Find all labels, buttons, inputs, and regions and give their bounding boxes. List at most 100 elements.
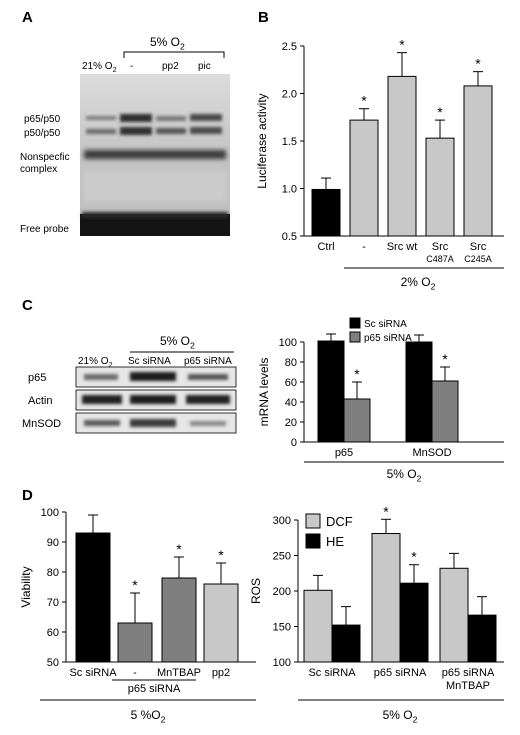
- chart-b-significance-4: *: [475, 56, 481, 72]
- chart-d-right-y-tick-label: 200: [273, 586, 291, 598]
- gel-image: [80, 74, 230, 236]
- chart-d-right-y-tick-label: 250: [273, 551, 291, 563]
- chart-c-y-tick-label: 40: [285, 397, 297, 409]
- chart-c-y-axis-label: mRNA levels: [257, 358, 271, 427]
- chart-c-y-tick-label: 60: [285, 377, 297, 389]
- chart-c-legend-swatch-0: [349, 317, 361, 329]
- chart-d-right-y-tick-label: 300: [273, 515, 291, 527]
- panel-label-b: B: [258, 9, 269, 26]
- blot-row-mnsod: MnSOD: [22, 418, 61, 430]
- chart-d-right-legend-label-1: HE: [326, 534, 344, 549]
- chart-b-bar-4: [463, 85, 493, 237]
- band-label-nonspecific: Nonspecfic complex: [20, 152, 69, 175]
- chart-d-right-y-axis-label: ROS: [249, 578, 263, 604]
- western-blot: [75, 366, 237, 434]
- chart-d-right-x-tick-sublabel-2: MnTBAP: [446, 680, 490, 692]
- chart-d-left-y-axis-label: Viability: [19, 566, 33, 607]
- chart-d-left-bar-2: [161, 577, 197, 663]
- chart-d-right-bar-dcf-2: [439, 567, 469, 663]
- chart-b-y-tick-label: 1.5: [282, 136, 297, 148]
- panel-a-lane-pp2: pp2: [162, 61, 179, 72]
- chart-b-x-tick-label-4: Src: [470, 241, 487, 253]
- chart-d-left-y-tick-label: 60: [47, 627, 59, 639]
- chart-b-y-axis-label: Luciferase activity: [255, 93, 269, 188]
- chart-c-bar-p65-sirna-0: [343, 398, 371, 443]
- chart-d-right-x-tick-label-0: Sc siRNA: [308, 667, 356, 679]
- blot-row-p65: p65: [28, 372, 46, 384]
- chart-b-significance-3: *: [437, 104, 443, 120]
- chart-b-x-tick-sublabel-3: C487A: [426, 254, 454, 264]
- chart-d-left-x-tick-label-2: MnTBAP: [157, 667, 201, 679]
- chart-b-x-tick-label-2: Src wt: [387, 241, 418, 253]
- chart-d-left-y-tick-label: 80: [47, 567, 59, 579]
- chart-d-right-bar-he-2: [467, 614, 497, 663]
- band-label-nonspecific-text: Nonspecfic: [20, 152, 69, 163]
- chart-d-left-bar-0: [75, 532, 111, 663]
- chart-c-y-tick-label: 20: [285, 417, 297, 429]
- chart-c-bar-sc-sirna-0: [317, 340, 345, 443]
- chart-c-legend-swatch-1: [349, 331, 361, 343]
- chart-c-y-tick-label: 0: [291, 437, 297, 449]
- panel-label-a: A: [22, 9, 33, 26]
- chart-c-bar-sc-sirna-1: [405, 341, 433, 443]
- chart-d-right-x-tick-label-2: p65 siRNA: [442, 667, 495, 679]
- chart-d-left-y-tick-label: 70: [47, 597, 59, 609]
- blot-lane-21: 21% O2: [78, 356, 113, 369]
- chart-d-right-x-tick-label-1: p65 siRNA: [374, 667, 427, 679]
- chart-b-significance-2: *: [399, 37, 405, 53]
- chart-d-left-subgroup-label: p65 siRNA: [128, 683, 181, 695]
- chart-b-x-tick-label-0: Ctrl: [317, 241, 334, 253]
- chart-d-left-y-tick-label: 50: [47, 657, 59, 669]
- chart-d-left-group-label: 5 %O2: [131, 708, 166, 724]
- chart-b-significance-1: *: [361, 93, 367, 109]
- chart-d-right-y-tick-label: 150: [273, 622, 291, 634]
- panel-c-header: 5% O2: [160, 334, 195, 350]
- chart-d-left-y-tick-label: 90: [47, 537, 59, 549]
- blot-lane-sc: Sc siRNA: [128, 356, 171, 367]
- chart-d-right-legend-label-0: DCF: [326, 514, 353, 529]
- chart-d-right-group-label: 5% O2: [383, 708, 418, 724]
- chart-d-left-bar-1: [117, 622, 153, 663]
- chart-b-bar-0: [311, 188, 341, 237]
- chart-b-y-tick-label: 2.5: [282, 41, 297, 53]
- chart-c-significance-1-0: *: [354, 366, 360, 382]
- chart-d-left-significance-3: *: [218, 547, 224, 563]
- chart-c-significance-1-1: *: [442, 351, 448, 367]
- chart-d-right-bar-he-1: [399, 582, 429, 663]
- chart-d-right-significance-0-1: *: [383, 503, 389, 519]
- chart-d-left-significance-2: *: [176, 541, 182, 557]
- chart-c-bar-p65-sirna-1: [431, 380, 459, 443]
- panel-a-lane-minus: -: [130, 61, 133, 72]
- panel-a-header: 5% O2: [150, 35, 185, 51]
- band-label-p65-p50: p65/p50: [24, 114, 61, 125]
- chart-b-x-tick-label-3: Src: [432, 241, 449, 253]
- blot-row-actin: Actin: [28, 395, 52, 407]
- chart-d-right-y-tick-label: 100: [273, 657, 291, 669]
- band-label-free-probe: Free probe: [20, 224, 69, 235]
- panel-label-d: D: [22, 487, 33, 504]
- panel-label-c: C: [22, 297, 33, 314]
- chart-d-left-x-tick-label-1: -: [133, 667, 137, 679]
- chart-c-legend-label-0: Sc siRNA: [364, 319, 407, 330]
- chart-d-left-y-tick-label: 100: [41, 507, 59, 519]
- chart-d-left-bar-3: [203, 583, 239, 663]
- chart-c-x-tick-label-0: p65: [335, 447, 353, 459]
- chart-b-bar-3: [425, 137, 455, 237]
- chart-d-right-bar-he-0: [331, 624, 361, 663]
- chart-d-right-legend-swatch-0: [305, 513, 321, 529]
- chart-d-right-legend-swatch-1: [305, 533, 321, 549]
- chart-d-viability: 50 60 70 80 90 100 Viability Sc siRNA * - * MnTBAP *…: [19, 507, 256, 724]
- chart-d-left-significance-1: *: [132, 577, 138, 593]
- band-label-p50-p50: p50/p50: [24, 128, 61, 139]
- chart-b-bar-2: [387, 75, 417, 237]
- chart-b-x-tick-sublabel-4: C245A: [464, 254, 492, 264]
- chart-d-right-significance-1-1: *: [411, 549, 417, 565]
- chart-c-x-tick-label-1: MnSOD: [412, 447, 451, 459]
- panel-a-header-bracket: [123, 51, 225, 58]
- chart-b-group-label: 2% O2: [401, 275, 436, 291]
- chart-d-left-x-tick-label-0: Sc siRNA: [69, 667, 117, 679]
- chart-d-right-bar-dcf-0: [303, 589, 333, 663]
- panel-a-lane-pic: pic: [198, 61, 211, 72]
- chart-d-ros: 100 150 200 250 300 ROS * * Sc siRNA p65 siRNA p65…: [249, 503, 504, 724]
